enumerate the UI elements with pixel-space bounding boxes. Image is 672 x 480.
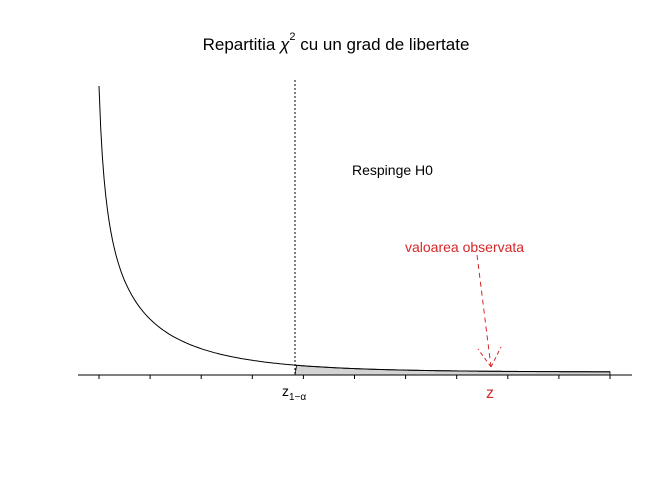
observed-z-label: z [486, 385, 494, 402]
title-rest: cu un grad de libertate [300, 35, 469, 54]
chart-title: Repartitia χ2 cu un grad de libertate [203, 31, 470, 54]
observed-arrowhead-left [477, 348, 492, 368]
density-curve [98, 85, 610, 373]
critical-value-label: z1−α [282, 383, 306, 403]
title-symbol: χ [278, 35, 290, 54]
critical-label-subscript: 1−α [289, 392, 306, 403]
x-axis-ticks [98, 375, 611, 379]
observed-value-arrow [476, 254, 492, 368]
title-superscript: 2 [289, 31, 295, 43]
observed-value-label: valoarea observata [405, 239, 524, 255]
critical-label-main: z [282, 383, 289, 399]
rejection-region-shade [294, 364, 611, 376]
rejection-region-label: Respinge H0 [352, 162, 433, 178]
title-main: Repartitia [203, 35, 276, 54]
observed-arrowhead-right [490, 346, 502, 368]
